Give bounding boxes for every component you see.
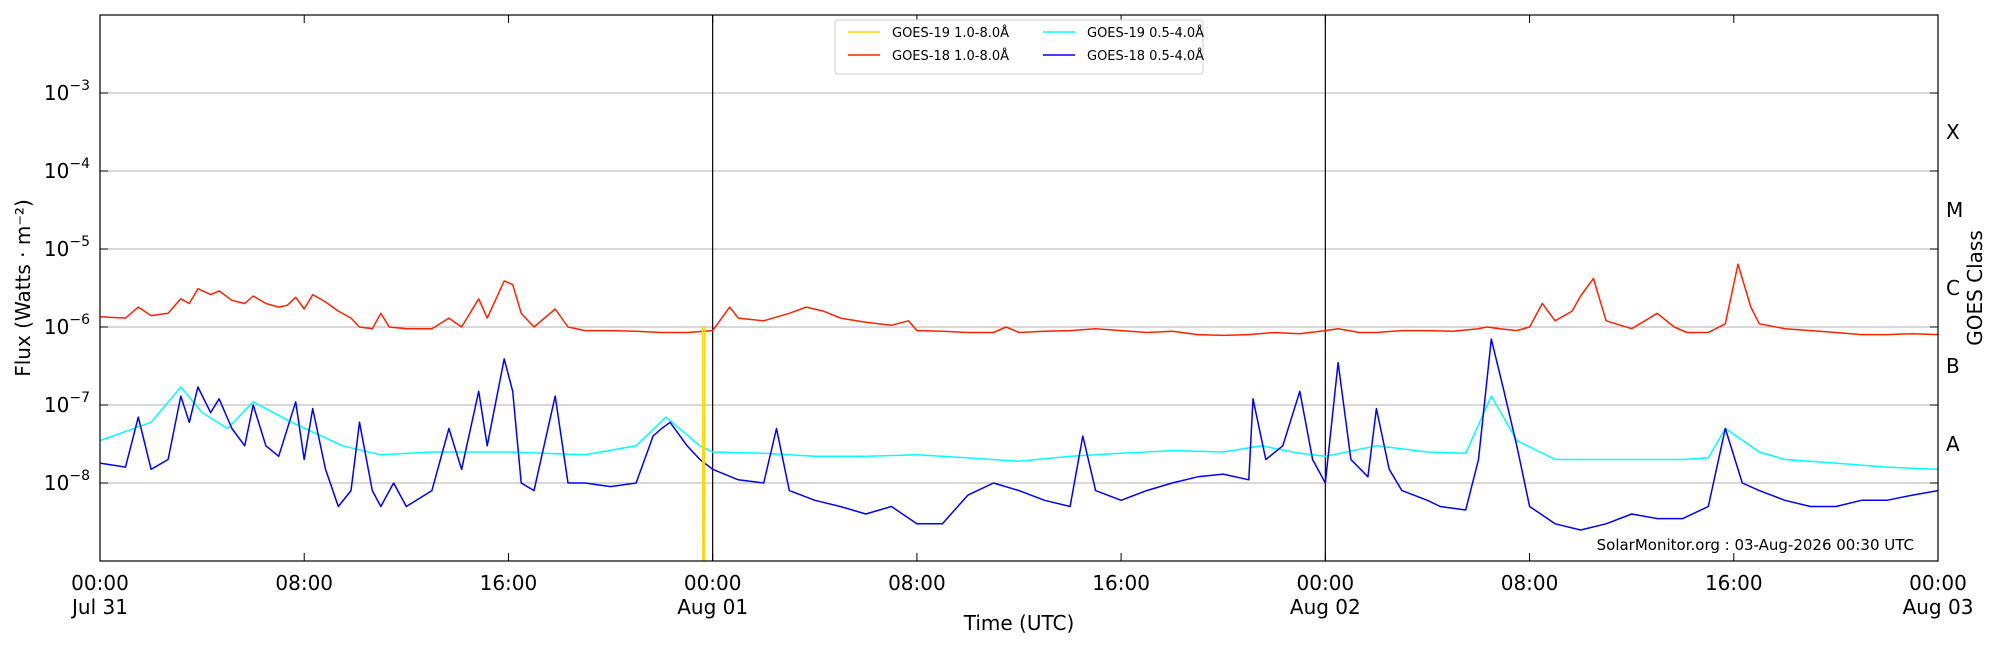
x-tick-label: 16:00 [480,571,538,595]
x-tick-label: 00:00 [1909,571,1967,595]
goes-class-label: B [1946,354,1960,378]
x-tick-label: 16:00 [1092,571,1150,595]
x-tick-label: 08:00 [888,571,946,595]
y-tick-exponent: −6 [69,312,90,328]
y-tick-exponent: −7 [69,390,90,406]
y-tick-label: 10−5 [44,234,90,261]
y-tick-exponent: −5 [69,234,90,250]
y-tick-base: 10 [44,471,69,495]
y-tick-exponent: −3 [69,78,90,94]
plot-background [100,15,1938,561]
x-tick-label: 16:00 [1705,571,1763,595]
y-tick-exponent: −4 [69,156,90,172]
y-tick-base: 10 [44,81,69,105]
legend-label: GOES-19 1.0-8.0Å [892,25,1009,41]
legend-label: GOES-19 0.5-4.0Å [1087,25,1204,41]
y-tick-label: 10−8 [44,468,90,495]
series-line-goes-19-0-5-4-0 [100,386,1938,471]
y-tick-label: 10−7 [44,390,90,417]
goes-class-labels: A B C M X [1946,120,1963,456]
legend: GOES-19 1.0-8.0Å GOES-18 1.0-8.0Å GOES-19 … [834,19,1204,75]
y-tick-exponent: −8 [69,468,90,484]
x-tick-label: 00:00 [1297,571,1355,595]
series-line-goes-18-1-0-8-0 [100,263,1938,337]
x-tick-date-label: Jul 31 [70,595,128,619]
right-axis-title: GOES Class [1963,230,1987,346]
x-tick-date-label: Aug 03 [1903,595,1974,619]
y-tick-base: 10 [44,237,69,261]
goes-class-label: C [1946,276,1960,300]
x-tick-label: 00:00 [684,571,742,595]
y-tick-label: 10−6 [44,312,90,339]
series-lines [100,263,1938,561]
legend-label: GOES-18 0.5-4.0Å [1087,48,1204,64]
x-tick-date-label: Aug 02 [1290,595,1361,619]
x-axis-title: Time (UTC) [963,611,1075,635]
y-tick-base: 10 [44,159,69,183]
legend-box [834,19,1204,75]
plot-frame [99,14,1939,562]
y-tick-base: 10 [44,393,69,417]
y-tick-label: 10−3 [44,78,90,105]
x-tick-label: 00:00 [71,571,129,595]
goes-class-label: X [1946,120,1960,144]
x-tick-label: 08:00 [1501,571,1559,595]
credit-label: SolarMonitor.org : 03-Aug-2026 00:30 UTC [1597,536,1914,554]
grid-lines [100,92,1938,484]
legend-label: GOES-18 1.0-8.0Å [892,48,1009,64]
y-axis-ticks: 10−810−710−610−510−410−3 [44,78,1938,495]
series-line-goes-19-1-0-8-0 [701,326,706,561]
y-axis-title: Flux (Watts · m⁻²) [11,199,35,377]
goes-class-label: M [1946,198,1963,222]
x-tick-label: 08:00 [275,571,333,595]
y-tick-label: 10−4 [44,156,90,183]
series-line-goes-18-0-5-4-0 [100,338,1938,531]
x-tick-date-label: Aug 01 [677,595,748,619]
y-tick-base: 10 [44,315,69,339]
goes-class-label: A [1946,432,1960,456]
